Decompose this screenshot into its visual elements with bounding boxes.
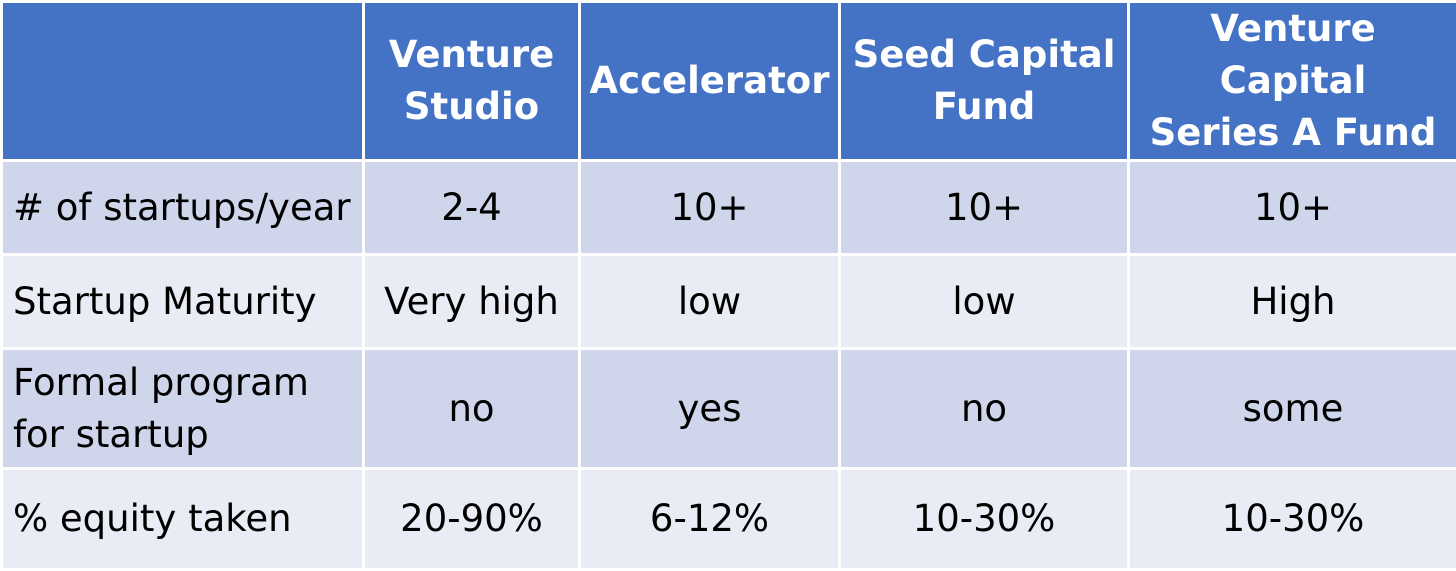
table-cell: High: [1129, 255, 1456, 349]
table-row-equity-taken: % equity taken 20-90% 6-12% 10-30% 10-30…: [2, 469, 1456, 570]
column-header-venture-capital-series-a-fund: Venture Capital Series A Fund: [1129, 2, 1456, 161]
table-row-formal-program: Formal program for startup no yes no som…: [2, 349, 1456, 469]
table-cell: Very high: [364, 255, 580, 349]
row-label: # of startups/year: [2, 161, 364, 255]
column-header-line: Fund: [849, 81, 1119, 133]
column-header-line: Series A Fund: [1138, 107, 1448, 159]
table-cell: yes: [580, 349, 840, 469]
table-cell: some: [1129, 349, 1456, 469]
table-cell: 10-30%: [840, 469, 1129, 570]
row-label: Formal program for startup: [2, 349, 364, 469]
table-cell: low: [580, 255, 840, 349]
row-label: % equity taken: [2, 469, 364, 570]
table-row-startup-maturity: Startup Maturity Very high low low High: [2, 255, 1456, 349]
column-header-line: Studio: [373, 81, 570, 133]
column-header-line: Seed Capital: [849, 29, 1119, 81]
column-header-line: Venture: [373, 29, 570, 81]
column-header-venture-studio: Venture Studio: [364, 2, 580, 161]
table-cell: 10-30%: [1129, 469, 1456, 570]
table-row-startups-per-year: # of startups/year 2-4 10+ 10+ 10+: [2, 161, 1456, 255]
table-cell: low: [840, 255, 1129, 349]
table-cell: 10+: [580, 161, 840, 255]
table-cell: 10+: [840, 161, 1129, 255]
table-cell: 2-4: [364, 161, 580, 255]
header-corner-cell: [2, 2, 364, 161]
row-label: Startup Maturity: [2, 255, 364, 349]
column-header-accelerator: Accelerator: [580, 2, 840, 161]
column-header-seed-capital-fund: Seed Capital Fund: [840, 2, 1129, 161]
table-cell: 10+: [1129, 161, 1456, 255]
table-cell: 20-90%: [364, 469, 580, 570]
column-header-line: Venture Capital: [1138, 3, 1448, 107]
column-header-line: Accelerator: [589, 55, 830, 107]
table-cell: no: [840, 349, 1129, 469]
header-row: Venture Studio Accelerator Seed Capital …: [2, 2, 1456, 161]
table-cell: no: [364, 349, 580, 469]
table-cell: 6-12%: [580, 469, 840, 570]
